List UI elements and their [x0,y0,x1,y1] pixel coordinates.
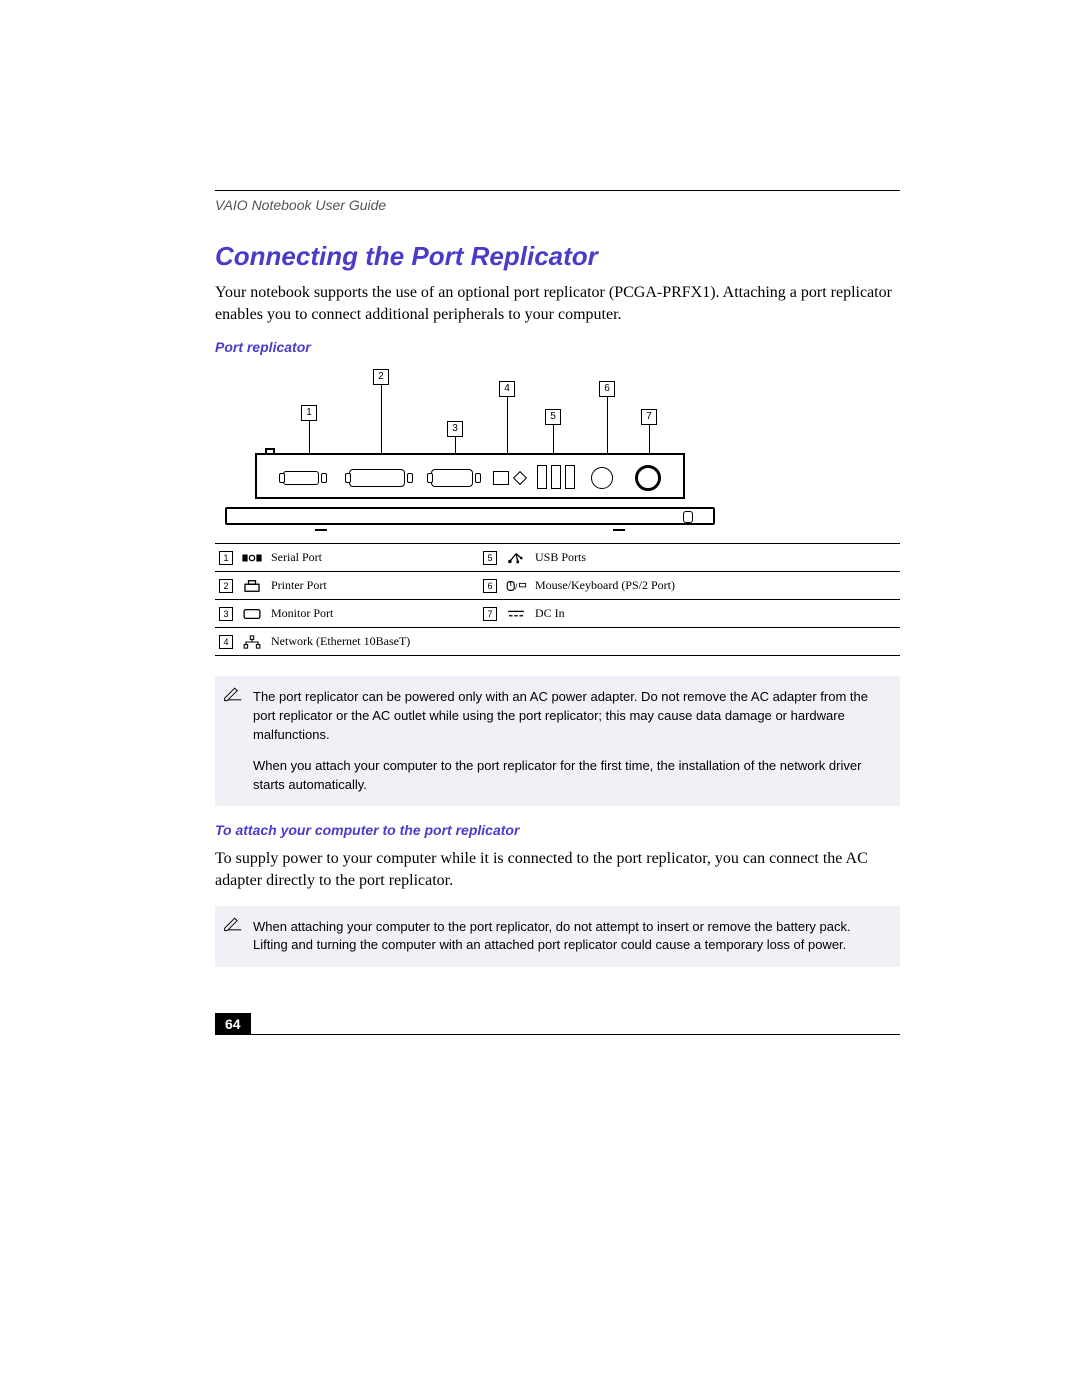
legend-cell: 7 DC In [479,600,900,627]
page-title: Connecting the Port Replicator [215,241,900,272]
dc-icon [505,607,527,621]
legend-number: 6 [483,579,497,593]
legend-number: 5 [483,551,497,565]
legend-label: Printer Port [271,578,327,593]
page-number: 64 [215,1013,251,1035]
serial-icon [241,551,263,565]
legend-number: 7 [483,607,497,621]
note-block-2: When attaching your computer to the port… [215,906,900,968]
page-footer: 64 [215,1013,900,1035]
pencil-note-icon [223,686,243,702]
legend-row: 4 Network (Ethernet 10BaseT) [215,628,900,656]
legend-row: 1 Serial Port 5 USB Ports [215,544,900,572]
diagram-caption: Port replicator [215,339,900,355]
legend-label: DC In [535,606,565,621]
port-replicator-diagram: 1 2 3 4 5 6 7 [225,365,715,525]
legend-cell: 4 Network (Ethernet 10BaseT) [215,628,479,655]
callout-number: 6 [599,381,615,397]
note-text: The port replicator can be powered only … [253,688,886,745]
legend-label: USB Ports [535,550,586,565]
usb-icon [505,551,527,565]
intro-paragraph: Your notebook supports the use of an opt… [215,282,900,325]
pencil-note-icon [223,916,243,932]
callout-number: 4 [499,381,515,397]
callout-number: 3 [447,421,463,437]
net-icon [241,635,263,649]
legend-number: 2 [219,579,233,593]
body-paragraph: To supply power to your computer while i… [215,848,900,891]
running-head: VAIO Notebook User Guide [215,197,900,213]
legend-cell [479,628,900,655]
callout-number: 1 [301,405,317,421]
legend-label: Serial Port [271,550,322,565]
note-block-1: The port replicator can be powered only … [215,676,900,806]
legend-cell: 5 USB Ports [479,544,900,571]
note-text: When you attach your computer to the por… [253,757,886,795]
legend-label: Network (Ethernet 10BaseT) [271,634,410,649]
callout-number: 2 [373,369,389,385]
legend-row: 3 Monitor Port 7 DC In [215,600,900,628]
svg-text:/: / [515,582,518,591]
legend-row: 2 Printer Port 6 / Mouse/Keyboard (PS/2 Po… [215,572,900,600]
legend-number: 3 [219,607,233,621]
legend-label: Mouse/Keyboard (PS/2 Port) [535,578,675,593]
note-text: When attaching your computer to the port… [253,918,886,956]
port-legend-table: 1 Serial Port 5 USB Ports 2 Printer Port 6 / M… [215,543,900,656]
monitor-icon [241,607,263,621]
device-outline [225,445,715,525]
legend-cell: 3 Monitor Port [215,600,479,627]
legend-label: Monitor Port [271,606,333,621]
subheading: To attach your computer to the port repl… [215,822,900,838]
legend-number: 1 [219,551,233,565]
callout-number: 7 [641,409,657,425]
printer-icon [241,579,263,593]
mouse-icon: / [505,579,527,593]
legend-number: 4 [219,635,233,649]
callout-number: 5 [545,409,561,425]
document-page: VAIO Notebook User Guide Connecting the … [0,0,1080,1215]
legend-cell: 1 Serial Port [215,544,479,571]
header-rule [215,190,900,191]
legend-cell: 2 Printer Port [215,572,479,599]
legend-cell: 6 / Mouse/Keyboard (PS/2 Port) [479,572,900,599]
